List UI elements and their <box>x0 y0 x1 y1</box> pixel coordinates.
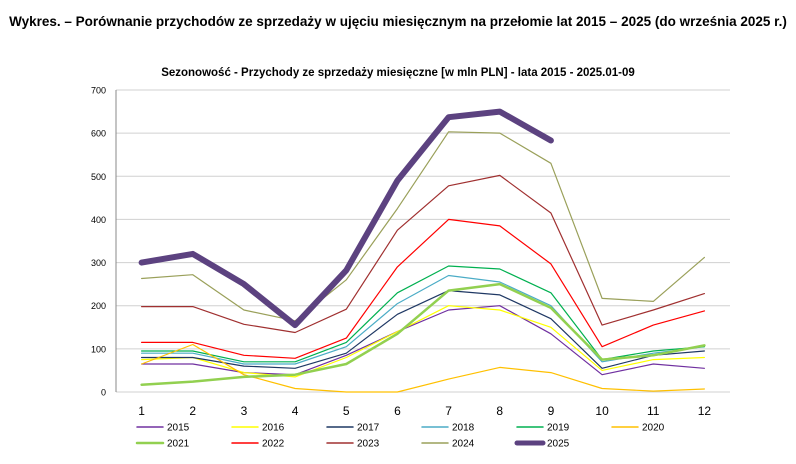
legend-label-2016: 2016 <box>262 423 285 434</box>
x-tick-label: 12 <box>698 404 712 418</box>
x-tick-label: 4 <box>292 404 299 418</box>
y-tick-label: 200 <box>91 301 106 311</box>
page-title: Wykres. – Porównanie przychodów ze sprze… <box>9 14 787 29</box>
series-line-2023 <box>141 174 706 334</box>
x-tick-label: 11 <box>647 404 660 418</box>
x-tick-label: 7 <box>445 404 452 418</box>
y-tick-label: 500 <box>91 172 106 182</box>
legend: 2015 2016 2017 2018 2019 2020 2021 2022 2023 2024… <box>135 423 665 450</box>
y-tick-label: 300 <box>91 258 106 268</box>
series-line-2015 <box>141 305 706 376</box>
series-line-2017 <box>141 290 706 369</box>
y-tick-label: 600 <box>91 129 106 139</box>
x-tick-label: 1 <box>138 404 145 418</box>
x-axis: 1 2 3 4 5 6 7 8 9 10 11 12 <box>138 404 711 418</box>
legend-label-2015: 2015 <box>167 423 190 434</box>
series-line-2024 <box>141 131 706 322</box>
series-line-2018 <box>141 274 706 365</box>
legend-label-2023: 2023 <box>357 439 380 450</box>
y-tick-label: 400 <box>91 215 106 225</box>
series-lines <box>138 108 706 393</box>
y-tick-label: 700 <box>91 86 106 96</box>
legend-label-2021: 2021 <box>167 439 190 450</box>
series-line-2022 <box>141 218 706 359</box>
legend-label-2018: 2018 <box>452 423 475 434</box>
legend-label-2020: 2020 <box>642 423 665 434</box>
series-line-2020 <box>141 343 706 393</box>
legend-label-2024: 2024 <box>452 439 475 450</box>
series-line-2021 <box>140 282 706 386</box>
x-tick-label: 3 <box>241 404 248 418</box>
chart-title: Sezonowość - Przychody ze sprzedaży mies… <box>161 67 635 79</box>
x-tick-label: 9 <box>548 404 555 418</box>
series-line-2019 <box>141 265 706 363</box>
x-tick-label: 5 <box>343 404 350 418</box>
series-line-2016 <box>141 305 706 378</box>
x-tick-label: 10 <box>595 404 609 418</box>
y-tick-label: 0 <box>101 388 106 398</box>
legend-label-2017: 2017 <box>357 423 380 434</box>
x-tick-label: 8 <box>496 404 503 418</box>
grid <box>115 89 730 393</box>
legend-label-2025: 2025 <box>547 439 570 450</box>
y-axis: 0 100 200 300 400 500 600 700 <box>91 86 106 398</box>
legend-label-2022: 2022 <box>262 439 285 450</box>
x-tick-label: 2 <box>189 404 196 418</box>
series-line-2025 <box>138 108 554 329</box>
y-tick-label: 100 <box>91 344 106 354</box>
legend-label-2019: 2019 <box>547 423 570 434</box>
x-tick-label: 6 <box>394 404 401 418</box>
